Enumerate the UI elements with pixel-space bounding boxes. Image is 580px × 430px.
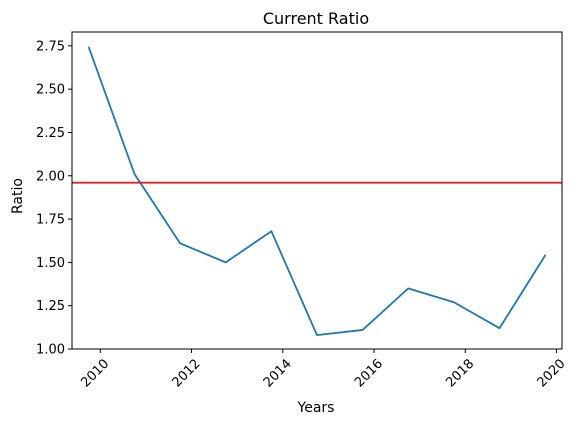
x-tick-label: 2010 bbox=[78, 356, 112, 390]
x-tick-label: 2012 bbox=[170, 356, 204, 390]
plot-area: 1.00 1.25 1.50 1.75 2.00 2.25 2.50 2.75 2010 2012… bbox=[36, 31, 569, 390]
x-tick-label: 2014 bbox=[261, 356, 295, 390]
y-tick-label: 1.50 bbox=[36, 256, 65, 271]
y-tick-label: 2.75 bbox=[36, 39, 65, 54]
x-axis-label: Years bbox=[297, 400, 335, 416]
y-tick-label: 2.00 bbox=[36, 169, 65, 184]
plot-frame bbox=[71, 31, 563, 350]
y-tick-label: 1.75 bbox=[36, 213, 65, 228]
chart-title: Current Ratio bbox=[263, 9, 369, 28]
y-tick-label: 1.00 bbox=[36, 343, 65, 358]
y-tick-label: 1.25 bbox=[36, 299, 65, 314]
y-axis-label: Ratio bbox=[10, 178, 26, 214]
y-tick-label: 2.50 bbox=[36, 83, 65, 98]
x-tick-label: 2020 bbox=[535, 356, 569, 390]
x-tick-label: 2016 bbox=[352, 356, 386, 390]
x-tick-label: 2018 bbox=[443, 356, 477, 390]
series-line-0 bbox=[87, 46, 547, 337]
y-tick-label: 2.25 bbox=[36, 126, 65, 141]
